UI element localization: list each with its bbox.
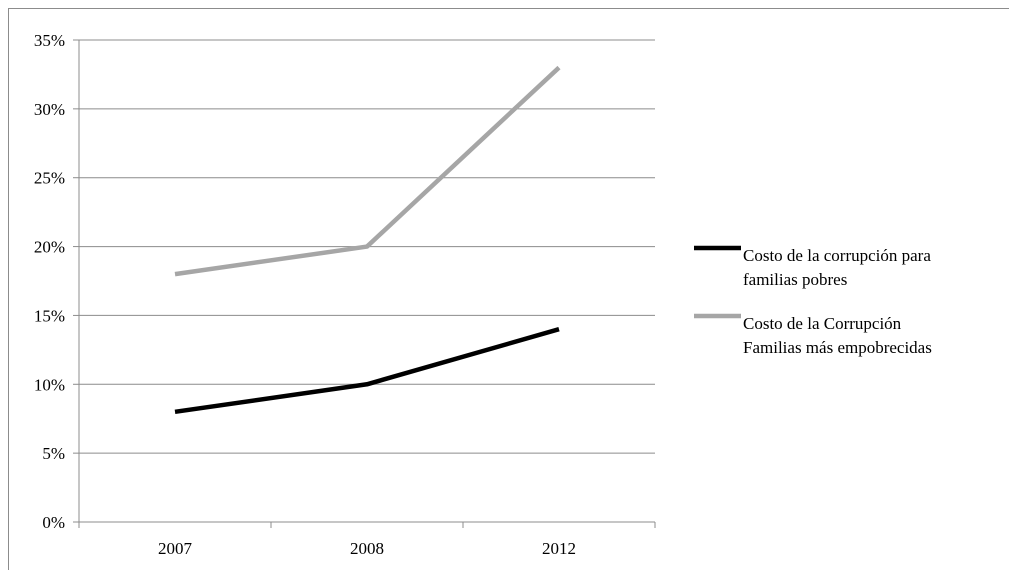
legend-label-1: familias pobres [743, 270, 847, 289]
series-line-2 [174, 65, 561, 277]
legend-label-2: Costo de la Corrupción [743, 314, 902, 333]
x-tick-label: 2007 [158, 539, 193, 558]
series-lines [174, 65, 561, 415]
x-tick-label: 2008 [350, 539, 384, 558]
legend-label-2: Familias más empobrecidas [743, 338, 932, 357]
y-tick-labels: 0% 5% 10% 15% 20% 25% 30% 35% [34, 31, 65, 532]
y-tick-label: 25% [34, 169, 65, 188]
x-tick-labels: 2007 2008 2012 [158, 539, 576, 558]
y-tick-label: 10% [34, 375, 65, 394]
chart-frame [8, 8, 1009, 570]
y-tick-label: 15% [34, 306, 65, 325]
y-tick-label: 20% [34, 238, 65, 257]
x-tick-label: 2012 [542, 539, 576, 558]
y-tick-label: 0% [42, 513, 65, 532]
y-tick-label: 30% [34, 100, 65, 119]
series-line-1 [174, 327, 560, 415]
y-tick-label: 35% [34, 31, 65, 50]
gridlines [73, 39, 656, 528]
legend-label-1: Costo de la corrupción para [743, 246, 931, 265]
legend: Costo de la corrupción para familias pobr… [694, 245, 932, 357]
y-tick-label: 5% [42, 444, 65, 463]
axes [78, 40, 655, 523]
